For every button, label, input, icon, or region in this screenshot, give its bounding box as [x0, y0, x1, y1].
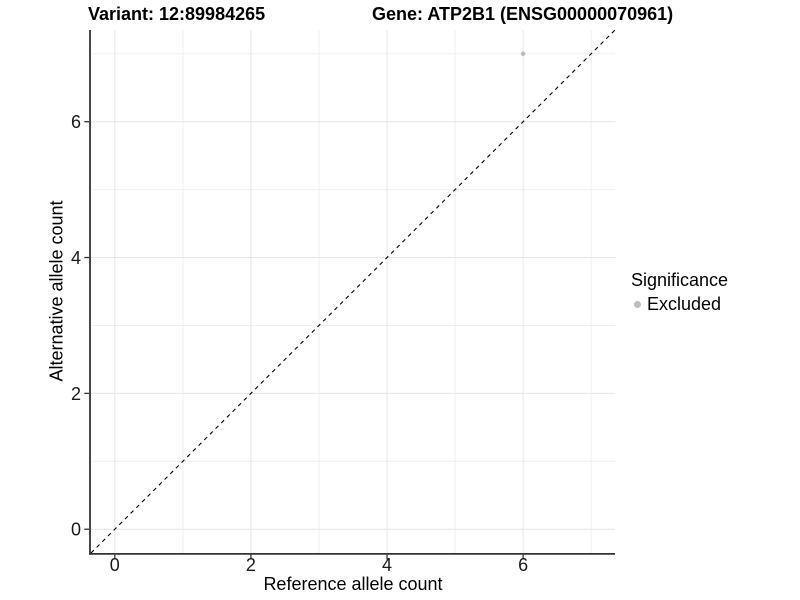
y-tick-label: 6 [71, 112, 81, 132]
plot-title-variant: Variant: 12:89984265 [88, 4, 266, 24]
x-tick-label: 6 [518, 555, 528, 575]
x-tick-label: 0 [110, 555, 120, 575]
y-tick-label: 2 [71, 384, 81, 404]
legend: Significance Excluded [631, 269, 728, 314]
legend-point-icon [634, 300, 641, 308]
data-point [520, 51, 526, 57]
legend-item-label: Excluded [647, 294, 722, 314]
legend-title: Significance [631, 270, 729, 290]
plot-title-gene: Gene: ATP2B1 (ENSG00000070961) [372, 4, 674, 24]
x-axis-title: Reference allele count [263, 574, 443, 594]
y-tick-label: 0 [71, 520, 81, 540]
identity-reference-line [90, 29, 616, 554]
legend-item-excluded: Excluded [631, 294, 728, 314]
y-axis-title: Alternative allele count [46, 200, 67, 382]
x-tick-label: 4 [382, 555, 392, 575]
x-tick-label: 2 [246, 555, 256, 575]
y-tick-label: 4 [71, 248, 81, 268]
